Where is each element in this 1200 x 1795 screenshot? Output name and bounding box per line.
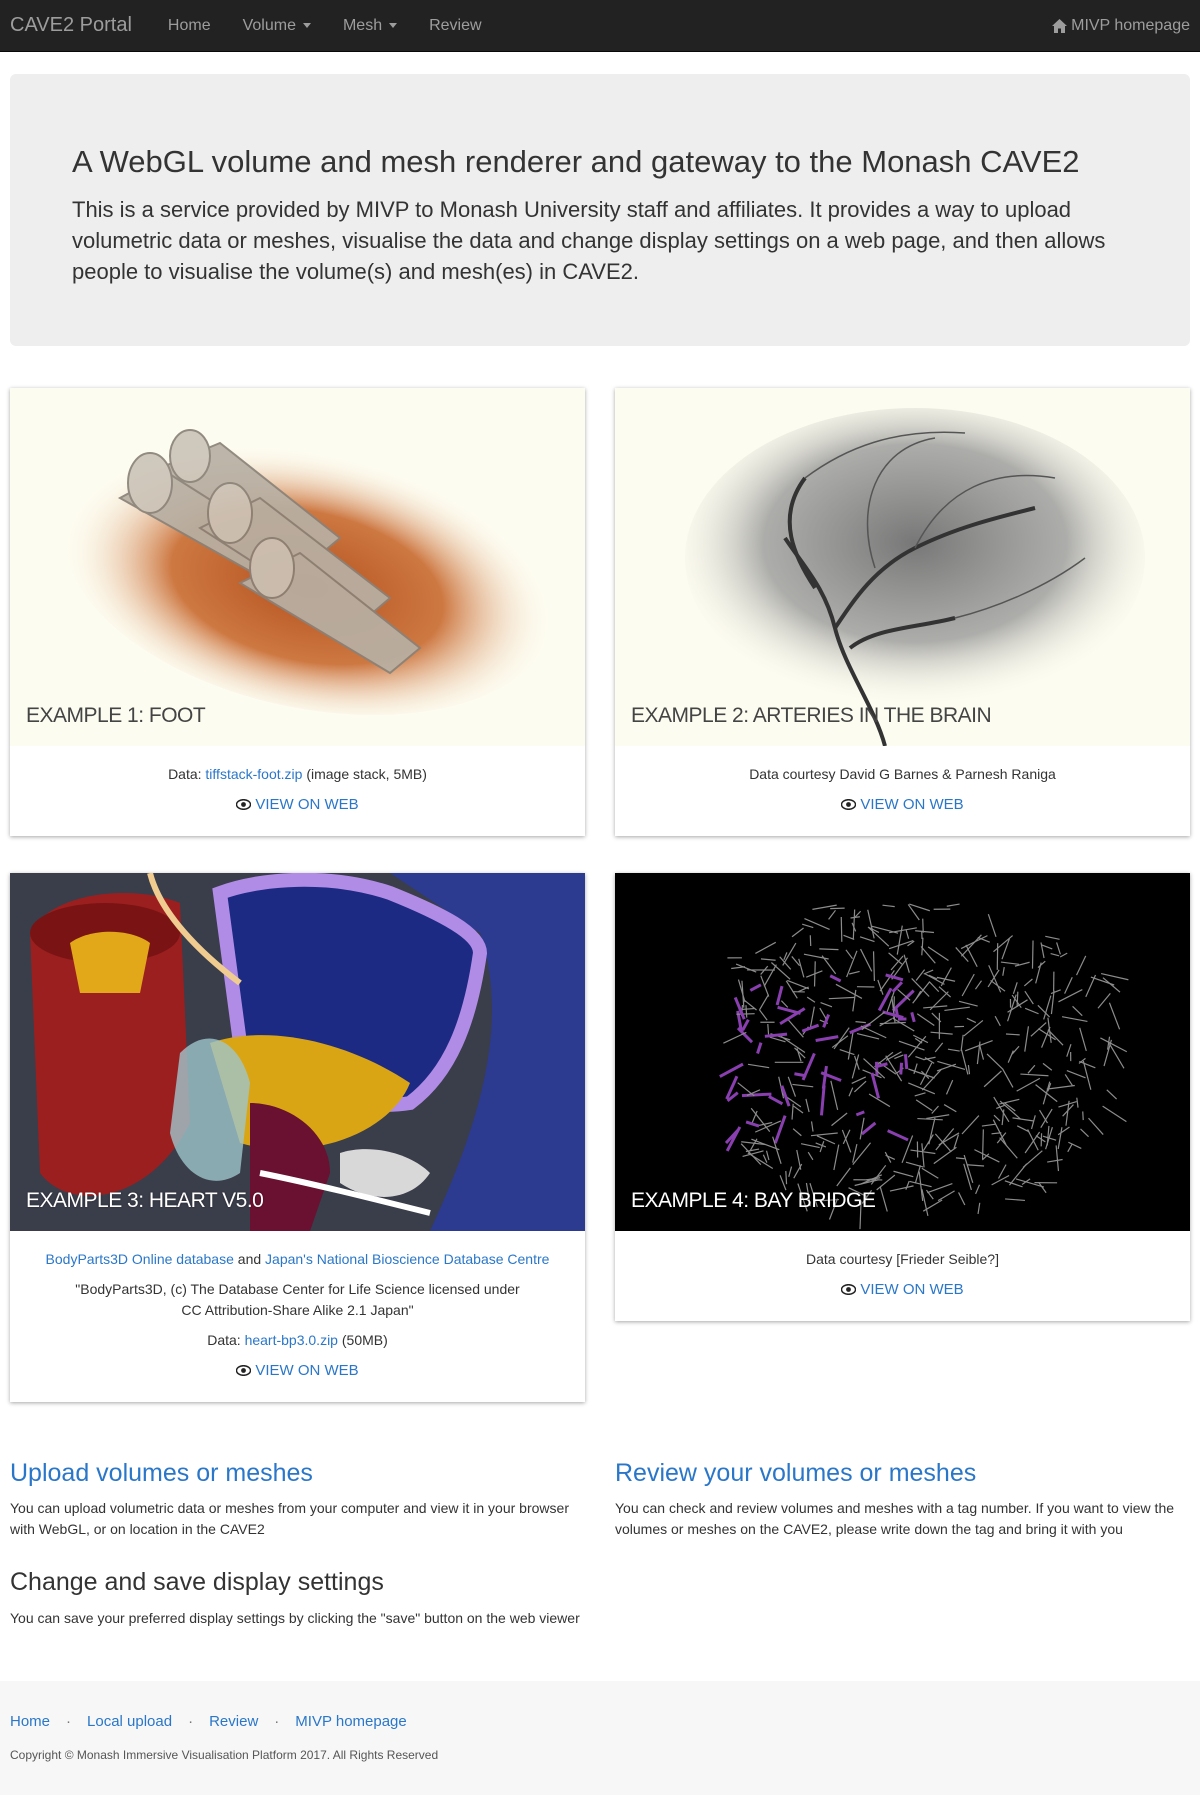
upload-section-text: You can upload volumetric data or meshes… xyxy=(10,1500,569,1537)
footer-home-link[interactable]: Home xyxy=(10,1713,51,1730)
example-card-heart: Example 3: Heart v5.0 BodyParts3D Online… xyxy=(10,873,585,1402)
footer-separator: · xyxy=(188,1713,194,1730)
example-image-heart: Example 3: Heart v5.0 xyxy=(10,873,585,1231)
caret-down-icon xyxy=(302,23,311,28)
example-caption: Example 3: Heart v5.0 xyxy=(26,1189,264,1212)
example-caption: Example 2: Arteries in the brain xyxy=(631,704,992,727)
example-card-foot: Example 1: Foot Data: tiffstack-foot.zip… xyxy=(10,388,585,836)
download-foot-link[interactable]: tiffstack-foot.zip xyxy=(205,766,303,782)
caret-down-icon xyxy=(389,23,398,28)
footer-local-upload-link[interactable]: Local upload xyxy=(87,1713,173,1730)
example-caption: Example 4: Bay Bridge xyxy=(631,1189,876,1212)
nbdc-link[interactable]: Japan's National Bioscience Database Cen… xyxy=(265,1251,550,1267)
view-label: VIEW ON WEB xyxy=(860,1281,964,1298)
example-card-body: Data courtesy [Frieder Seible?] VIEW ON … xyxy=(615,1231,1190,1321)
nav-home-label: Home xyxy=(167,16,211,34)
example-image-foot: Example 1: Foot xyxy=(10,388,585,746)
data-line: Data: tiffstack-foot.zip (image stack, 5… xyxy=(26,764,569,785)
upload-section-link[interactable]: Upload volumes or meshes xyxy=(10,1459,313,1487)
eye-icon xyxy=(841,799,857,810)
credit-line: Data courtesy [Frieder Seible?] xyxy=(806,1251,999,1267)
hero-description: This is a service provided by MIVP to Mo… xyxy=(72,197,1106,284)
settings-section-title: Change and save display settings xyxy=(10,1568,384,1596)
example-card-body: BodyParts3D Online database and Japan's … xyxy=(10,1231,585,1402)
eye-icon xyxy=(236,799,252,810)
view-on-web-heart-link[interactable]: VIEW ON WEB xyxy=(236,1360,359,1381)
page-title: A WebGL volume and mesh renderer and gat… xyxy=(72,144,1080,179)
example-caption: Example 1: Foot xyxy=(26,704,206,727)
nav-volume-label: Volume xyxy=(242,16,296,34)
license-line: "BodyParts3D, (c) The Database Center fo… xyxy=(75,1281,520,1318)
nav-mivp-label: MIVP homepage xyxy=(1071,16,1190,34)
eye-icon xyxy=(841,1284,857,1295)
credit-line: Data courtesy David G Barnes & Parnesh R… xyxy=(749,766,1056,782)
footer-separator: · xyxy=(66,1713,72,1730)
home-icon xyxy=(1052,18,1068,33)
view-on-web-brain-link[interactable]: VIEW ON WEB xyxy=(841,794,964,815)
footer-links: Home · Local upload · Review · MIVP home… xyxy=(10,1713,1190,1730)
nav-review-label: Review xyxy=(429,16,482,34)
review-section-link[interactable]: Review your volumes or meshes xyxy=(615,1459,977,1487)
nav-mesh-label: Mesh xyxy=(342,16,383,34)
data-size: (image stack, 5MB) xyxy=(302,766,427,782)
nav-mesh-dropdown[interactable]: Mesh xyxy=(342,16,398,35)
brand-link[interactable]: CAVE2 Portal xyxy=(10,14,132,36)
view-label: VIEW ON WEB xyxy=(860,796,964,813)
copyright-text: Copyright © Monash Immersive Visualisati… xyxy=(10,1748,439,1762)
footer: Home · Local upload · Review · MIVP home… xyxy=(0,1681,1200,1795)
data-label: Data: xyxy=(168,766,206,782)
example-image-brain: Example 2: Arteries in the brain xyxy=(615,388,1190,746)
nav-mivp-homepage[interactable]: MIVP homepage xyxy=(1052,17,1190,35)
and-text: and xyxy=(233,1251,266,1267)
data-size: (50MB) xyxy=(337,1332,388,1348)
review-section-text: You can check and review volumes and mes… xyxy=(615,1500,1175,1537)
footer-review-link[interactable]: Review xyxy=(209,1713,259,1730)
bodyparts3d-link[interactable]: BodyParts3D Online database xyxy=(45,1251,234,1267)
example-image-bay-bridge: Example 4: Bay Bridge xyxy=(615,873,1190,1231)
eye-icon xyxy=(236,1365,252,1376)
hero-jumbotron: A WebGL volume and mesh renderer and gat… xyxy=(10,74,1190,346)
footer-mivp-link[interactable]: MIVP homepage xyxy=(295,1713,407,1730)
example-card-body: Data courtesy David G Barnes & Parnesh R… xyxy=(615,746,1190,836)
source-line: BodyParts3D Online database and Japan's … xyxy=(26,1249,569,1270)
nav-review[interactable]: Review xyxy=(429,17,481,35)
settings-section-text: You can save your preferred display sett… xyxy=(10,1610,580,1626)
data-line: Data: heart-bp3.0.zip (50MB) xyxy=(26,1330,569,1351)
example-card-brain: Example 2: Arteries in the brain Data co… xyxy=(615,388,1190,836)
download-heart-link[interactable]: heart-bp3.0.zip xyxy=(244,1332,338,1348)
view-label: VIEW ON WEB xyxy=(255,1362,359,1379)
data-label: Data: xyxy=(207,1332,245,1348)
view-label: VIEW ON WEB xyxy=(255,796,359,813)
footer-separator: · xyxy=(274,1713,280,1730)
view-on-web-bay-bridge-link[interactable]: VIEW ON WEB xyxy=(841,1279,964,1300)
nav-home[interactable]: Home xyxy=(168,17,211,35)
example-card-bay-bridge: Example 4: Bay Bridge Data courtesy [Fri… xyxy=(615,873,1190,1321)
view-on-web-foot-link[interactable]: VIEW ON WEB xyxy=(236,794,359,815)
nav-volume-dropdown[interactable]: Volume xyxy=(243,17,311,35)
example-card-body: Data: tiffstack-foot.zip (image stack, 5… xyxy=(10,746,585,836)
navbar: CAVE2 Portal Home Volume Mesh Review MIV… xyxy=(0,0,1200,52)
